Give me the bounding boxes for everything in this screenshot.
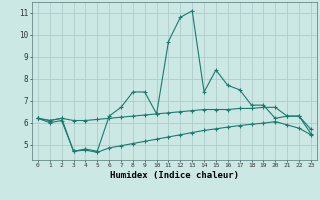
X-axis label: Humidex (Indice chaleur): Humidex (Indice chaleur): [110, 171, 239, 180]
